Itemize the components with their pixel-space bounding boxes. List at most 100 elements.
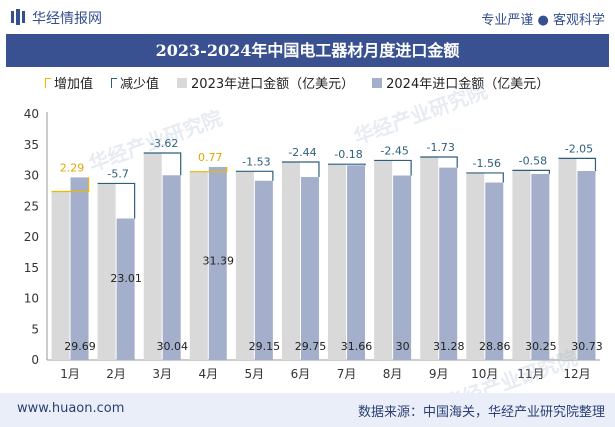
bar-2024 [531, 173, 550, 360]
increase-connector [189, 166, 228, 173]
decrease-connector [143, 152, 182, 176]
y-tick-label: 35 [24, 138, 39, 152]
bar-2024 [116, 218, 135, 360]
x-tick-label: 12月 [563, 367, 590, 381]
decrease-connector [420, 156, 458, 168]
bar-2024 [577, 171, 596, 360]
legend-swatch-2024 [372, 77, 383, 88]
top-bar: 华经情报网 专业严谨 ● 客观科学 [0, 0, 615, 34]
y-tick-label: 40 [24, 107, 39, 121]
bar-2023 [281, 162, 300, 360]
change-label: -0.18 [334, 148, 362, 161]
legend-swatch-2023 [177, 77, 188, 88]
legend-swatch-increase [45, 77, 51, 88]
bar-2024 [485, 182, 504, 360]
bar-2023 [51, 191, 70, 360]
y-tick-label: 30 [24, 169, 39, 183]
bar-2023 [97, 183, 116, 360]
y-tick-label: 0 [31, 353, 39, 367]
bar-2023 [328, 164, 347, 360]
increase-connector [51, 177, 90, 193]
value-label-2024: 29.75 [295, 340, 327, 353]
x-tick-label: 3月 [152, 367, 172, 381]
decrease-connector [466, 172, 504, 183]
legend-item-increase: 增加值 [45, 73, 93, 92]
footer-url: www.huaon.com [17, 401, 125, 416]
y-tick-label: 25 [24, 199, 39, 213]
value-label-2024: 31.39 [203, 255, 235, 268]
decrease-connector [281, 161, 320, 178]
value-label-2024: 23.01 [110, 272, 142, 285]
title-bar: 2023-2024年中国电工器材月度进口金额 [6, 34, 609, 67]
change-label: -2.45 [380, 144, 408, 157]
brand-logo-icon [11, 9, 25, 25]
brand-name: 华经情报网 [32, 11, 102, 27]
value-label-2024: 30.73 [571, 340, 603, 353]
bar-2023 [420, 156, 439, 360]
legend-item-decrease: 减少值 [111, 73, 159, 92]
change-label: -3.62 [150, 137, 178, 150]
legend-item-2024: 2024年进口金额（亿美元） [372, 73, 549, 92]
decrease-connector [235, 170, 274, 181]
bar-2024 [70, 177, 89, 360]
value-label-2024: 31.28 [433, 340, 465, 353]
bar-2024 [439, 167, 458, 360]
bar-2023 [143, 152, 162, 360]
legend-swatch-decrease [111, 77, 118, 88]
bar-2024 [347, 165, 366, 360]
decrease-connector [512, 169, 550, 174]
x-tick-label: 10月 [471, 367, 498, 381]
change-label: 2.29 [60, 161, 85, 174]
x-tick-label: 7月 [337, 367, 357, 381]
legend-label-increase: 增加值 [54, 77, 94, 92]
y-tick-label: 15 [24, 261, 39, 275]
decrease-connector [374, 159, 412, 176]
decrease-connector [558, 157, 597, 172]
value-label-2024: 30 [396, 340, 410, 353]
legend-label-decrease: 减少值 [120, 77, 160, 92]
legend-item-2023: 2023年进口金额（亿美元） [177, 73, 354, 92]
value-label-2024: 29.69 [64, 340, 96, 353]
x-tick-label: 6月 [291, 367, 311, 381]
x-tick-label: 5月 [245, 367, 265, 381]
x-tick-label: 2月 [106, 367, 126, 381]
slogan: 专业严谨 ● 客观科学 [481, 13, 605, 28]
y-tick-label: 20 [24, 230, 39, 244]
bar-chart: 0 5 10 15 20 25 30 35 40 2.29 29.69 1月 -5.7 23.01 2月 -3… [24, 107, 603, 381]
change-label: -1.53 [242, 155, 270, 168]
y-tick-label: 5 [31, 322, 39, 336]
bar-2023 [512, 170, 531, 360]
bar-2024 [162, 175, 181, 360]
value-label-2024: 31.66 [341, 340, 373, 353]
bar-2024 [208, 166, 227, 360]
legend-label-2023: 2023年进口金额（亿美元） [191, 77, 355, 92]
change-label: -1.56 [473, 157, 501, 170]
chart-title: 2023-2024年中国电工器材月度进口金额 [155, 41, 460, 60]
change-label: -0.58 [519, 154, 547, 167]
y-tick-label: 10 [24, 292, 39, 306]
x-tick-label: 9月 [429, 367, 449, 381]
x-tick-label: 1月 [60, 367, 80, 381]
value-label-2024: 29.15 [249, 340, 281, 353]
decrease-connector [328, 163, 366, 166]
change-label: -5.7 [107, 167, 128, 180]
bar-2024 [300, 177, 319, 360]
chart-legend: 增加值 减少值 2023年进口金额（亿美元） 2024年进口金额（亿美元） [45, 73, 567, 92]
bar-2024 [254, 180, 273, 360]
bar-2023 [466, 172, 485, 360]
bar-2023 [235, 171, 254, 360]
legend-label-2024: 2024年进口金额（亿美元） [386, 77, 550, 92]
value-label-2024: 30.04 [156, 340, 188, 353]
x-tick-label: 8月 [383, 367, 403, 381]
x-tick-label: 11月 [517, 367, 544, 381]
footer-source: 数据来源：中国海关，华经产业研究院整理 [357, 405, 605, 420]
change-label: -2.44 [288, 146, 316, 159]
bar-2023 [558, 158, 577, 360]
change-label: -2.05 [565, 142, 593, 155]
decrease-connector [97, 182, 136, 219]
change-label: -1.73 [426, 141, 454, 154]
bar-2023 [374, 160, 393, 360]
bar-2023 [189, 171, 208, 360]
value-label-2024: 30.25 [525, 340, 557, 353]
x-tick-label: 4月 [198, 367, 218, 381]
